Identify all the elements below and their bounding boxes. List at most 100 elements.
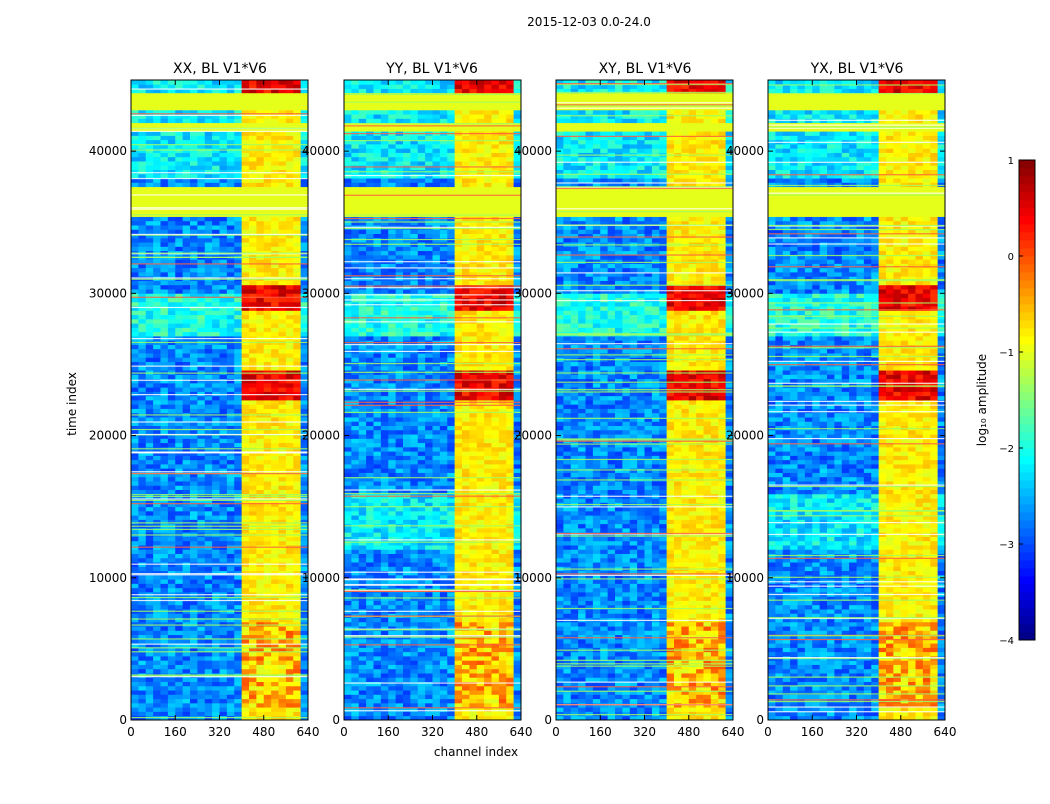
heatmap-cell (469, 643, 477, 648)
heatmap-cell (279, 374, 287, 379)
heatmap-cell (227, 588, 235, 593)
heatmap-cell (271, 135, 279, 140)
heatmap-cell (344, 703, 352, 708)
heatmap-cell (175, 622, 183, 627)
heatmap-cell (249, 387, 257, 392)
heatmap-cell (374, 656, 382, 661)
heatmap-cell (256, 566, 264, 571)
heatmap-cell (183, 268, 191, 273)
heatmap-cell (381, 537, 389, 542)
heatmap-cell (301, 246, 309, 251)
heatmap-cell (351, 558, 359, 563)
heatmap-cell (183, 703, 191, 708)
heatmap-cell (506, 537, 514, 542)
heatmap-cell (138, 80, 146, 85)
heatmap-cell (492, 660, 500, 665)
heatmap-cell (403, 562, 411, 567)
heatmap-cell (492, 571, 500, 576)
heatmap-cell (146, 281, 154, 286)
heatmap-cell (249, 182, 257, 187)
heatmap-cell (131, 217, 139, 222)
heatmap-cell (212, 332, 220, 337)
heatmap-cell (388, 643, 396, 648)
heatmap-cell (205, 298, 213, 303)
heatmap-cell (433, 694, 441, 699)
heatmap-cell (234, 613, 242, 618)
heatmap-cell (293, 558, 301, 563)
heatmap-cell (351, 677, 359, 682)
heatmap-cell (351, 541, 359, 546)
heatmap-cell (271, 554, 279, 559)
heatmap-cell (374, 665, 382, 670)
heatmap-cell (220, 656, 228, 661)
heatmap-cell (293, 639, 301, 644)
heatmap-cell (227, 711, 235, 716)
heatmap-cell (301, 507, 309, 512)
heatmap-cell (242, 153, 250, 158)
heatmap-cell (286, 93, 294, 98)
heatmap-cell (161, 707, 169, 712)
heatmap-cell (220, 528, 228, 533)
heatmap-cell (131, 387, 139, 392)
heatmap-cell (286, 558, 294, 563)
heatmap-cell (249, 161, 257, 166)
heatmap-cell (197, 455, 205, 460)
heatmap-cell (153, 140, 161, 145)
heatmap-cell (279, 566, 287, 571)
flag-stripe (131, 257, 308, 258)
heatmap-cell (279, 430, 287, 435)
heatmap-cell (220, 345, 228, 350)
heatmap-cell (205, 665, 213, 670)
heatmap-cell (146, 182, 154, 187)
heatmap-cell (492, 694, 500, 699)
heatmap-cell (168, 268, 176, 273)
heatmap-cell (499, 545, 507, 550)
heatmap-cell (403, 652, 411, 657)
heatmap-cell (344, 639, 352, 644)
heatmap-cell (492, 682, 500, 687)
heatmap-cell (279, 118, 287, 123)
heatmap-cell (286, 660, 294, 665)
heatmap-cell (286, 182, 294, 187)
heatmap-cell (293, 225, 301, 230)
heatmap-cell (403, 618, 411, 623)
heatmap-cell (264, 106, 272, 111)
heatmap-cell (242, 396, 250, 401)
heatmap-cell (366, 694, 374, 699)
heatmap-cell (131, 268, 139, 273)
heatmap-cell (279, 660, 287, 665)
heatmap-cell (351, 537, 359, 542)
heatmap-cell (212, 566, 220, 571)
heatmap-cell (138, 285, 146, 290)
heatmap-cell (359, 571, 367, 576)
heatmap-cell (433, 622, 441, 627)
heatmap-cell (161, 135, 169, 140)
heatmap-cell (366, 639, 374, 644)
heatmap-cell (131, 298, 139, 303)
heatmap-cell (197, 626, 205, 631)
heatmap-cell (256, 157, 264, 162)
heatmap-cell (433, 647, 441, 652)
heatmap-cell (227, 118, 235, 123)
heatmap-cell (242, 345, 250, 350)
heatmap-cell (440, 711, 448, 716)
heatmap-cell (131, 80, 139, 85)
heatmap-cell (301, 259, 309, 264)
heatmap-cell (161, 583, 169, 588)
heatmap-cell (256, 613, 264, 618)
heatmap-cell (161, 682, 169, 687)
heatmap-cell (433, 562, 441, 567)
heatmap-cell (183, 686, 191, 691)
heatmap-cell (175, 626, 183, 631)
heatmap-cell (271, 174, 279, 179)
flag-stripe (131, 414, 308, 415)
heatmap-cell (264, 455, 272, 460)
heatmap-cell (301, 187, 309, 192)
heatmap-cell (293, 259, 301, 264)
heatmap-cell (168, 660, 176, 665)
heatmap-cell (168, 639, 176, 644)
heatmap-cell (220, 464, 228, 469)
heatmap-cell (264, 242, 272, 247)
heatmap-cell (286, 332, 294, 337)
heatmap-cell (131, 460, 139, 465)
